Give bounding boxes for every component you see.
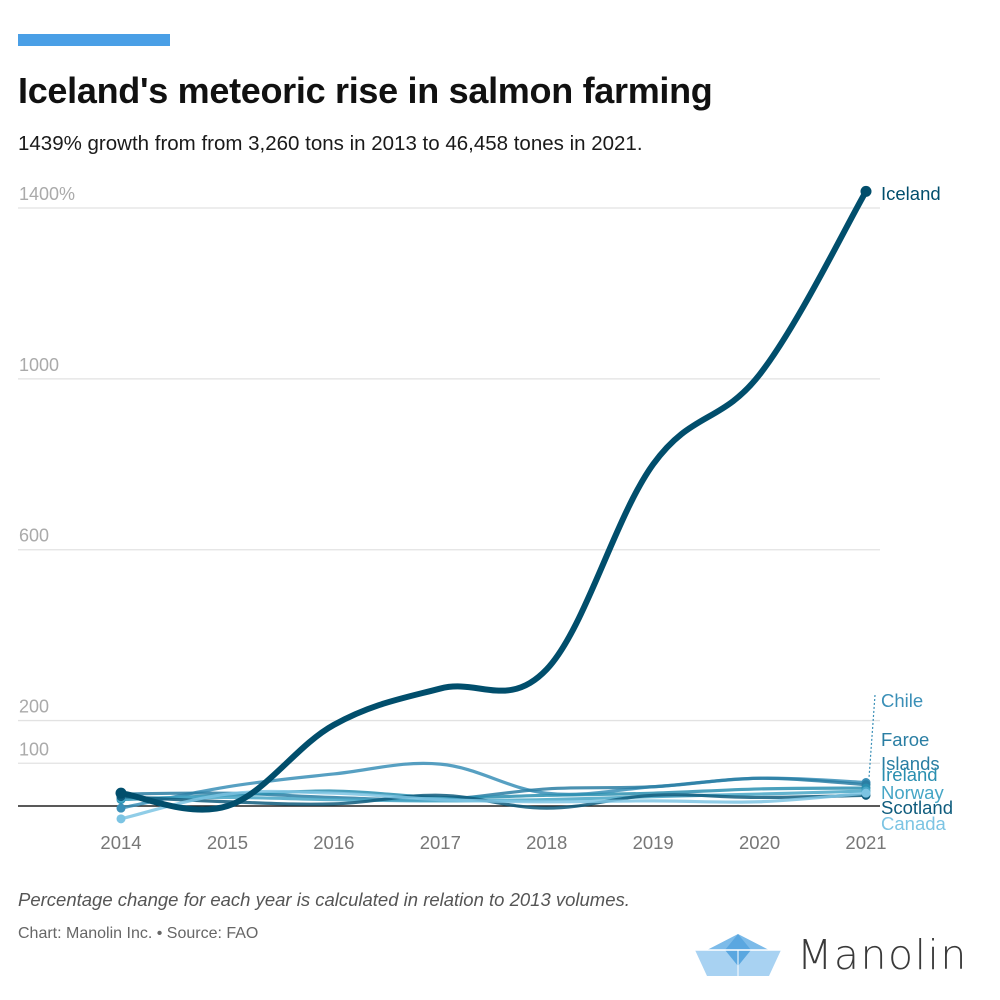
series-label-faroe-islands: Islands bbox=[881, 753, 940, 774]
start-point-chile bbox=[116, 803, 126, 813]
x-tick-label: 2018 bbox=[526, 832, 567, 853]
x-tick-label: 2015 bbox=[207, 832, 248, 853]
series-label-norway: Norway bbox=[881, 782, 944, 803]
y-tick-label: 200 bbox=[19, 697, 49, 717]
manolin-logo: Manolin bbox=[693, 931, 968, 979]
series-label-iceland: Iceland bbox=[881, 183, 941, 204]
x-tick-label: 2020 bbox=[739, 832, 780, 853]
end-point-canada bbox=[861, 788, 871, 798]
y-axis-ticks: 1400% 1000 600 200 100 bbox=[19, 184, 75, 759]
series-line-canada bbox=[119, 789, 868, 821]
paper-boat-icon bbox=[695, 934, 781, 976]
x-axis-ticks: 2014 2015 2016 2017 2018 2019 2020 2021 bbox=[100, 832, 886, 853]
x-tick-label: 2014 bbox=[100, 832, 141, 853]
series-lines bbox=[118, 188, 869, 821]
source-credit: Chart: Manolin Inc. • Source: FAO bbox=[18, 925, 259, 942]
series-label-ireland: Ireland bbox=[881, 764, 938, 785]
y-tick-label: 600 bbox=[19, 526, 49, 546]
y-tick-label: 100 bbox=[19, 739, 49, 759]
chart-title: Iceland's meteoric rise in salmon farmin… bbox=[18, 70, 713, 111]
series-label-canada: Canada bbox=[881, 813, 947, 834]
series-line-ireland bbox=[119, 786, 868, 802]
brand-name: Manolin bbox=[797, 931, 968, 979]
x-tick-label: 2017 bbox=[420, 832, 461, 853]
y-tick-label: 1400% bbox=[19, 184, 75, 204]
y-tick-label: 1000 bbox=[19, 355, 59, 375]
end-point-iceland bbox=[860, 185, 872, 197]
start-point-canada bbox=[116, 814, 126, 824]
x-tick-label: 2019 bbox=[633, 832, 674, 853]
series-line-iceland bbox=[118, 188, 869, 813]
footnote: Percentage change for each year is calcu… bbox=[18, 889, 630, 910]
series-label-scotland: Scotland bbox=[881, 797, 953, 818]
series-label-chile: Chile bbox=[881, 690, 923, 711]
x-tick-label: 2016 bbox=[313, 832, 354, 853]
start-point-iceland bbox=[115, 787, 127, 799]
chart-subtitle: 1439% growth from from 3,260 tons in 201… bbox=[18, 132, 643, 155]
x-tick-label: 2021 bbox=[845, 832, 886, 853]
series-points bbox=[115, 185, 872, 824]
series-label-faroe-islands: Faroe bbox=[881, 729, 929, 750]
chile-leader-line bbox=[868, 694, 876, 779]
accent-bar bbox=[18, 34, 170, 46]
gridlines bbox=[18, 207, 880, 807]
series-labels: Iceland Chile Faroe IslandsIrelandNorwaySco… bbox=[868, 183, 953, 834]
